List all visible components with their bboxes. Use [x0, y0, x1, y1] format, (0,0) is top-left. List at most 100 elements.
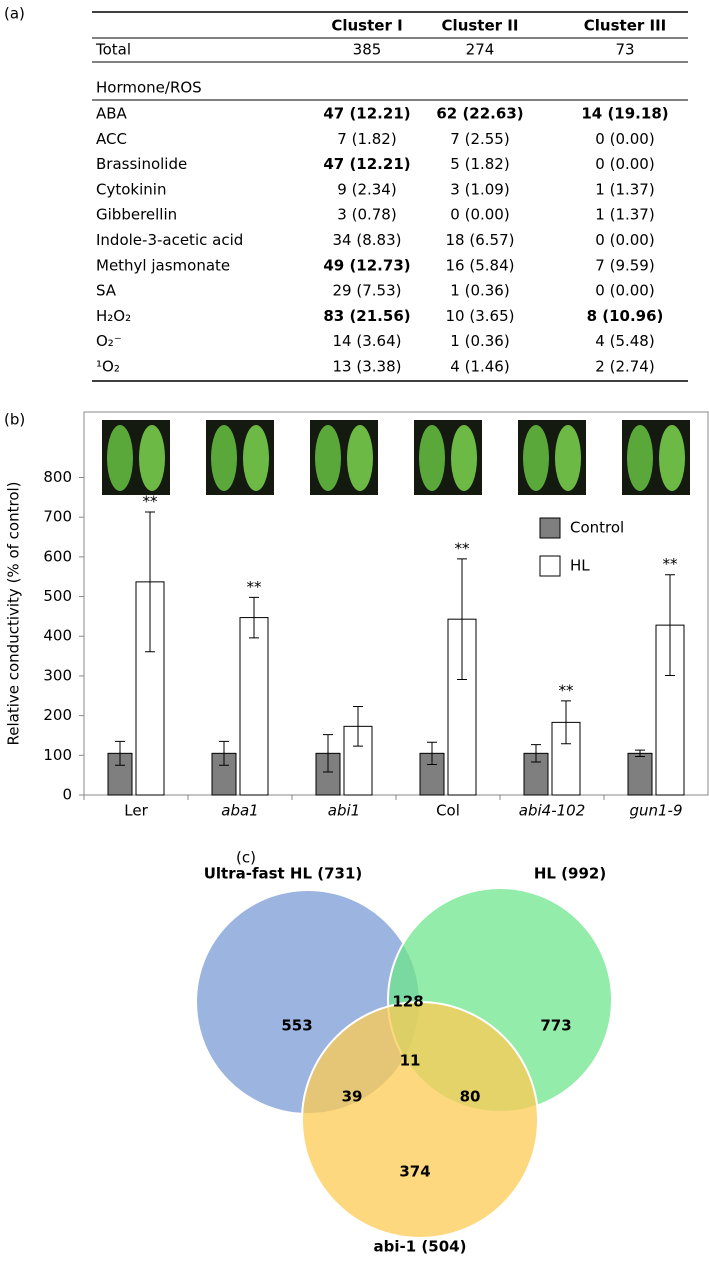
cell: 7 (9.59) — [595, 256, 654, 274]
error-bar — [353, 705, 363, 747]
column-header: Cluster I — [331, 17, 402, 35]
error-bar — [665, 574, 675, 677]
error-bar — [427, 741, 437, 765]
cell: 3 (0.78) — [337, 206, 396, 224]
cell: 47 (12.21) — [323, 105, 410, 123]
cell: 5 (1.82) — [450, 155, 509, 173]
leaf — [451, 425, 477, 491]
cell: 16 (5.84) — [446, 256, 515, 274]
cell: 9 (2.34) — [337, 180, 396, 198]
section-label: Hormone/ROS — [96, 79, 202, 97]
row-label: O₂⁻ — [96, 332, 122, 350]
leaf — [555, 425, 581, 491]
row-label: H₂O₂ — [96, 307, 131, 325]
x-tick-label: Col — [436, 802, 460, 820]
cell: 2 (2.74) — [595, 358, 654, 376]
leaf — [659, 425, 685, 491]
row-label: ¹O₂ — [96, 358, 120, 376]
cell: 0 (0.00) — [450, 206, 509, 224]
cell: 7 (1.82) — [337, 130, 396, 148]
column-header: Cluster II — [442, 17, 519, 35]
cell: 1 (0.36) — [450, 332, 509, 350]
region-count: 11 — [400, 1052, 421, 1070]
set-label: abi-1 (504) — [374, 1238, 467, 1256]
y-tick-label: 700 — [43, 508, 72, 526]
cell: 29 (7.53) — [333, 282, 402, 300]
row-label: Brassinolide — [96, 155, 187, 173]
y-tick-label: 200 — [43, 706, 72, 724]
cell: 18 (6.57) — [446, 231, 515, 249]
leaf — [139, 425, 165, 491]
error-bar — [145, 511, 155, 653]
cell: 1 (0.36) — [450, 282, 509, 300]
cell: 1 (1.37) — [595, 180, 654, 198]
region-count: 553 — [281, 1017, 312, 1035]
cell: 385 — [353, 41, 382, 59]
row-label: ABA — [96, 105, 128, 123]
y-tick-label: 400 — [43, 627, 72, 645]
column-header: Cluster III — [584, 17, 666, 35]
x-tick-label: abi4-102 — [519, 802, 585, 820]
row-label: Methyl jasmonate — [96, 256, 230, 274]
plot-frame — [83, 411, 709, 796]
legend-label: HL — [570, 557, 590, 575]
legend-swatch — [539, 555, 561, 577]
region-count: 374 — [399, 1163, 430, 1181]
legend-swatch — [539, 517, 561, 539]
panel-label: (c) — [236, 849, 256, 867]
y-tick-label: 0 — [62, 786, 72, 804]
leaf — [315, 425, 341, 491]
x-tick-label: aba1 — [221, 802, 258, 820]
cell: 62 (22.63) — [436, 105, 523, 123]
leaf-photo — [518, 420, 586, 495]
error-bar — [115, 740, 125, 766]
cell: 7 (2.55) — [450, 130, 509, 148]
leaf-photo — [102, 420, 170, 495]
panel-label: (a) — [4, 5, 25, 23]
error-bar — [323, 734, 333, 773]
y-axis-label: Relative conductivity (% of control) — [5, 481, 23, 745]
x-tick-label: gun1-9 — [629, 802, 682, 820]
y-tick-label: 600 — [43, 547, 72, 565]
cell: 14 (3.64) — [333, 332, 402, 350]
cell: 0 (0.00) — [595, 231, 654, 249]
leaf — [107, 425, 133, 491]
error-bar — [635, 749, 645, 758]
region-count: 80 — [460, 1088, 481, 1106]
error-bar — [561, 700, 571, 745]
y-tick-label: 500 — [43, 587, 72, 605]
cell: 4 (1.46) — [450, 358, 509, 376]
error-bar — [249, 596, 259, 639]
leaf-photo — [414, 420, 482, 495]
leaf-photo — [310, 420, 378, 495]
row-label: Total — [95, 41, 131, 59]
cell: 73 — [615, 41, 634, 59]
cell: 1 (1.37) — [595, 206, 654, 224]
x-tick-label: Ler — [124, 802, 148, 820]
leaf — [243, 425, 269, 491]
cell: 4 (5.48) — [595, 332, 654, 350]
y-tick-label: 800 — [43, 468, 72, 486]
cell: 3 (1.09) — [450, 180, 509, 198]
error-bar — [457, 558, 467, 681]
cell: 14 (19.18) — [581, 105, 668, 123]
region-count: 128 — [392, 993, 423, 1011]
cell: 49 (12.73) — [323, 256, 410, 274]
region-count: 773 — [540, 1017, 571, 1035]
leaf — [627, 425, 653, 491]
row-label: SA — [96, 282, 117, 300]
error-bar — [219, 740, 229, 766]
error-bar — [531, 744, 541, 763]
y-tick-label: 100 — [43, 746, 72, 764]
cell: 0 (0.00) — [595, 130, 654, 148]
significance-marker: ** — [663, 555, 679, 573]
significance-marker: ** — [143, 493, 159, 511]
row-label: Gibberellin — [96, 206, 177, 224]
region-count: 39 — [342, 1088, 363, 1106]
significance-marker: ** — [455, 539, 471, 557]
set-label: Ultra-fast HL (731) — [204, 865, 363, 883]
significance-marker: ** — [247, 578, 263, 596]
cell: 10 (3.65) — [446, 307, 515, 325]
cell: 0 (0.00) — [595, 282, 654, 300]
